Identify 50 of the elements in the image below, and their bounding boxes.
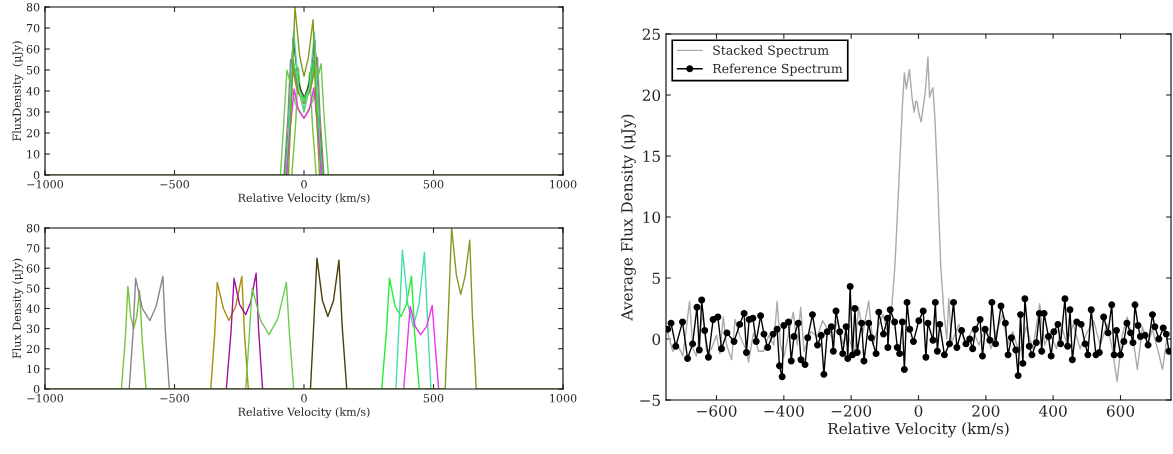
x-tick-label: −600: [697, 405, 737, 417]
y-tick-label: 10: [643, 211, 661, 224]
y-tick-label: 0: [652, 333, 661, 346]
x-tick-label: 500: [423, 180, 444, 189]
y-tick-label: 70: [26, 23, 40, 33]
y-axis-title: Flux Density (μJy): [12, 258, 24, 359]
x-axis-title: Relative Velocity (km/s): [238, 407, 370, 419]
x-tick-label: 0: [301, 180, 307, 189]
y-tick-label: −5: [640, 394, 660, 407]
y-tick-label: 25: [642, 28, 660, 41]
y-tick-label: 15: [643, 150, 660, 163]
x-tick-label: 1000: [550, 180, 577, 189]
y-tick-label: 80: [26, 223, 40, 233]
x-tick-label: 400: [1039, 405, 1067, 417]
y-axis-title: Average Flux Density (μJy): [620, 114, 636, 321]
legend-label: Reference Spectrum: [712, 63, 843, 76]
y-axis-title: FluxDensity (μJy): [12, 41, 24, 141]
x-tick-label: −1000: [27, 180, 64, 189]
x-tick-label: 1000: [550, 394, 577, 403]
y-tick-label: 40: [26, 86, 40, 96]
x-tick-label: 600: [1106, 405, 1135, 417]
x-tick-label: 0: [914, 405, 923, 417]
y-tick-label: 70: [26, 244, 40, 253]
y-tick-label: 80: [26, 2, 40, 12]
y-tick-label: 20: [26, 344, 40, 354]
y-tick-label: 10: [27, 364, 40, 374]
y-tick-label: 0: [33, 384, 40, 394]
x-tick-label: −400: [764, 405, 804, 417]
x-tick-label: −500: [160, 394, 190, 403]
y-tick-label: 5: [652, 272, 660, 285]
y-tick-label: 50: [26, 65, 40, 75]
y-tick-label: 0: [33, 170, 40, 180]
x-tick-label: 200: [972, 405, 1000, 417]
y-tick-label: 40: [26, 304, 40, 313]
y-tick-label: 10: [27, 149, 40, 159]
x-tick-label: −1000: [27, 394, 64, 403]
x-tick-label: 0: [301, 394, 307, 403]
x-tick-label: −500: [160, 180, 190, 189]
x-tick-label: −200: [831, 405, 872, 417]
y-tick-label: 60: [26, 44, 40, 54]
legend-label: Stacked Spectrum: [713, 45, 829, 58]
y-tick-label: 30: [26, 107, 40, 117]
y-tick-label: 50: [26, 284, 40, 293]
x-axis-title: Relative Velocity (km/s): [828, 422, 1009, 438]
y-tick-label: 20: [642, 89, 661, 102]
y-tick-label: 30: [26, 324, 40, 333]
y-tick-label: 20: [26, 128, 40, 138]
x-axis-title: Relative Velocity (km/s): [238, 193, 370, 205]
y-tick-label: 60: [26, 264, 40, 273]
x-tick-label: 500: [423, 394, 444, 403]
